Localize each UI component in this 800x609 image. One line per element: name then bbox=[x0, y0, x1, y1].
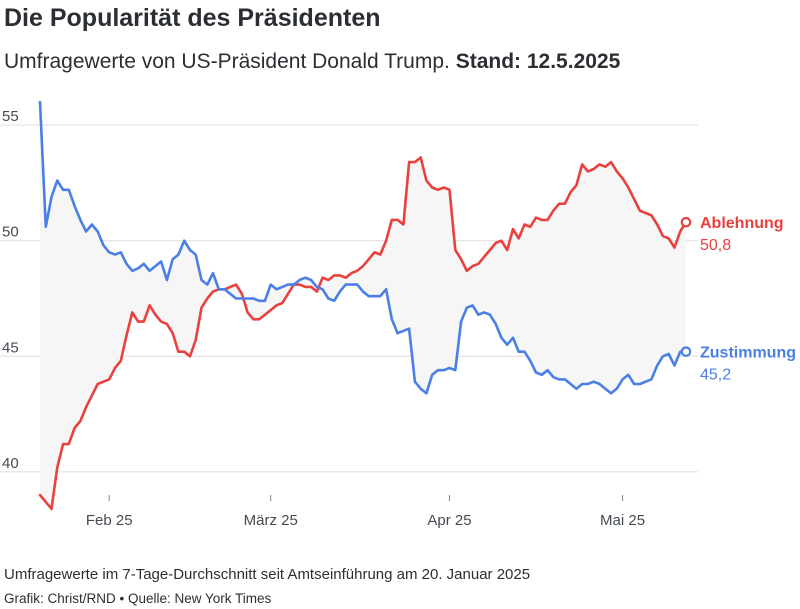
x-axis: Feb 25 März 25 Apr 25 Mai 25 bbox=[86, 495, 645, 529]
series-ablehnung bbox=[38, 156, 692, 511]
series-name-label: Ablehnung bbox=[700, 215, 784, 232]
subtitle-text: Umfragewerte von US-Präsident Donald Tru… bbox=[4, 50, 450, 73]
series-line bbox=[38, 156, 688, 511]
series-name-label: Zustimmung bbox=[700, 345, 796, 362]
end-point-marker bbox=[680, 216, 692, 228]
series-zustimmung bbox=[38, 100, 692, 395]
footnote: Umfragewerte im 7-Tage-Durchschnitt seit… bbox=[4, 566, 531, 583]
page-title: Die Popularität des Präsidenten bbox=[4, 4, 381, 32]
series-value-label: 45,2 bbox=[700, 367, 731, 384]
x-tick-label: Mai 25 bbox=[600, 512, 645, 529]
line-chart: 40 45 50 55 Feb 25 März 25 Apr 25 Mai 25 Ableh… bbox=[0, 100, 796, 529]
end-labels: Ablehnung 50,8 Zustimmung 45,2 bbox=[700, 215, 796, 383]
y-tick-label: 40 bbox=[2, 455, 19, 472]
subtitle-date: Stand: 12.5.2025 bbox=[455, 50, 621, 73]
page-subtitle: Umfragewerte von US-Präsident Donald Tru… bbox=[4, 50, 620, 74]
y-axis: 40 45 50 55 bbox=[2, 108, 19, 472]
y-tick-label: 55 bbox=[2, 108, 19, 125]
credit-line: Grafik: Christ/RND • Quelle: New York Ti… bbox=[4, 591, 272, 606]
x-tick-label: Apr 25 bbox=[427, 512, 471, 529]
y-tick-label: 45 bbox=[2, 339, 19, 356]
end-point-marker bbox=[680, 346, 692, 357]
x-tick-label: Feb 25 bbox=[86, 512, 133, 529]
series-lines bbox=[38, 100, 692, 511]
series-line bbox=[38, 100, 688, 395]
y-tick-label: 50 bbox=[2, 224, 19, 241]
series-value-label: 50,8 bbox=[700, 237, 731, 254]
x-tick-label: März 25 bbox=[244, 512, 298, 529]
gap-band bbox=[40, 102, 686, 509]
